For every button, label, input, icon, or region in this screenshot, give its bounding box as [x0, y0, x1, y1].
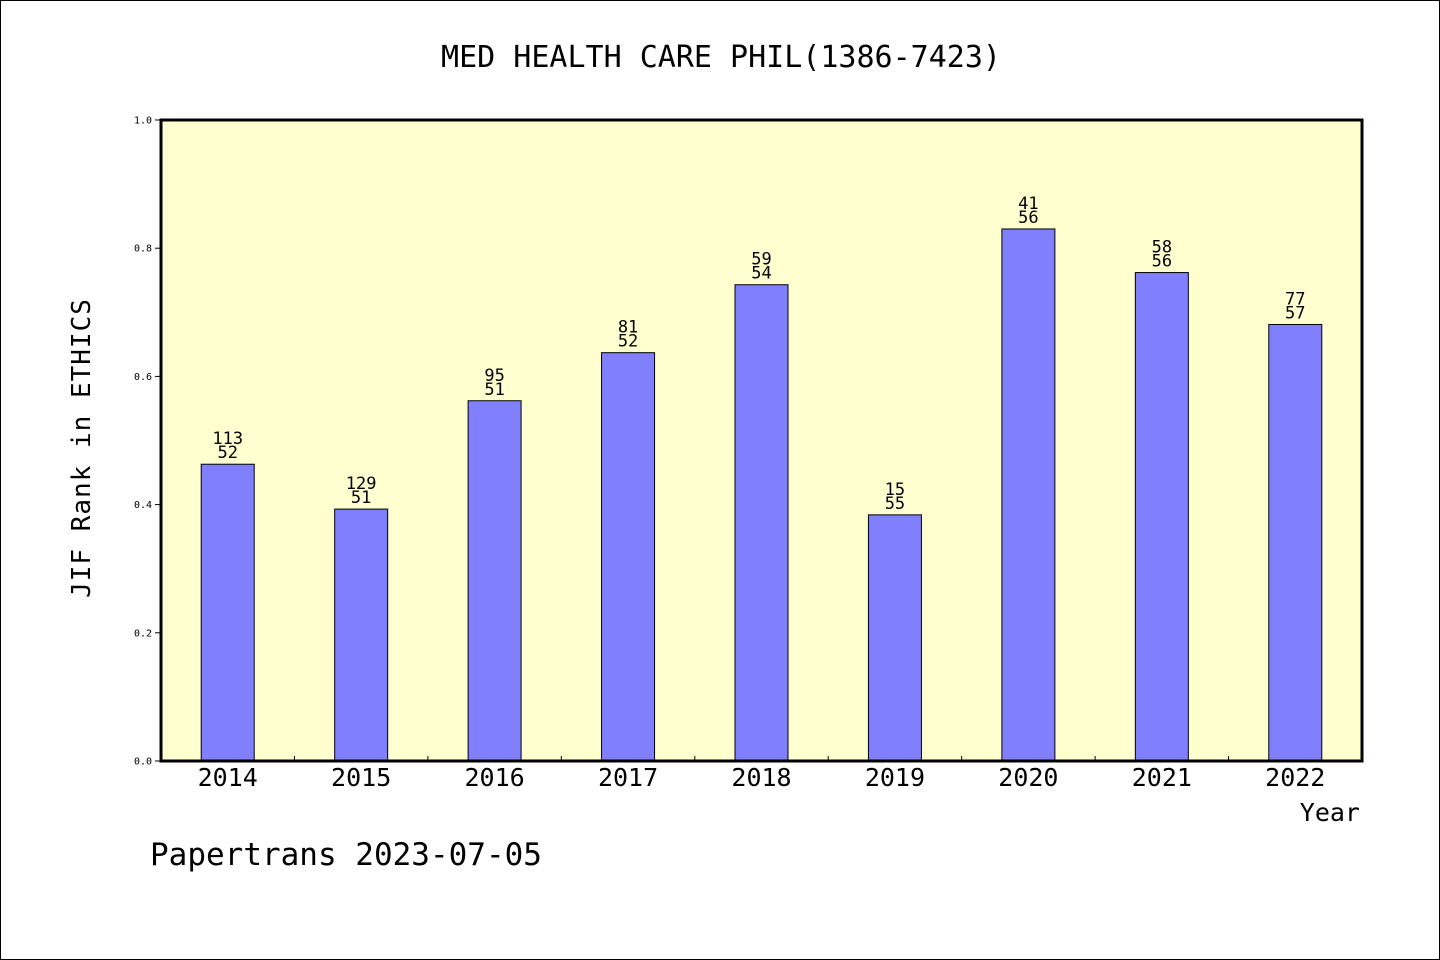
bar-label-rank: 113 — [212, 429, 243, 449]
bar-label-rank: 81 — [618, 318, 638, 338]
y-tick-label: 0.4 — [134, 500, 152, 511]
chart-title: MED HEALTH CARE PHIL(1386-7423) — [441, 40, 1001, 75]
x-tick-label: 2015 — [331, 763, 391, 792]
x-tick-label: 2022 — [1265, 763, 1325, 792]
bar-label-rank: 129 — [346, 474, 377, 494]
bar-label-rank: 95 — [484, 366, 504, 386]
bar-label-total: 57 — [1285, 303, 1305, 323]
y-tick-label: 0.8 — [134, 244, 152, 255]
x-tick-label: 2016 — [465, 763, 525, 792]
bar-label-rank: 58 — [1152, 238, 1172, 258]
bar — [734, 284, 789, 762]
y-tick-label: 0.6 — [134, 372, 152, 383]
bar — [601, 352, 656, 762]
x-tick-label: 2014 — [198, 763, 258, 792]
bar — [1001, 228, 1056, 762]
x-tick-label: 2021 — [1132, 763, 1192, 792]
bar — [1134, 272, 1189, 762]
x-tick-label: 2019 — [865, 763, 925, 792]
bar-label-total: 56 — [1018, 208, 1038, 228]
y-axis-label: JIF Rank in ETHICS — [67, 298, 97, 598]
x-tick-label: 2020 — [998, 763, 1058, 792]
bar-label-total: 51 — [484, 380, 504, 400]
plot-frame — [159, 118, 1364, 763]
bar-label-rank: 77 — [1285, 289, 1305, 309]
x-axis-label: Year — [1300, 798, 1360, 827]
x-tick-label: 2018 — [731, 763, 791, 792]
y-tick-label: 1.0 — [134, 116, 152, 127]
bar-label-rank: 59 — [751, 250, 771, 270]
plot-area: 0.00.20.40.60.81.01135220141295120159551… — [134, 116, 1364, 792]
y-tick-label: 0.0 — [134, 757, 152, 768]
bar — [1268, 323, 1323, 762]
y-tick-label: 0.2 — [134, 628, 152, 639]
bar-label-total: 52 — [618, 332, 638, 352]
bar-label-rank: 15 — [885, 480, 905, 500]
bar — [200, 463, 255, 762]
bar — [467, 400, 522, 762]
bar-label-total: 56 — [1152, 252, 1172, 272]
bar — [334, 508, 389, 762]
bar-label-total: 51 — [351, 488, 371, 508]
bar — [867, 514, 922, 762]
bar-label-rank: 41 — [1018, 194, 1038, 214]
bar-label-total: 52 — [217, 443, 237, 463]
x-tick-label: 2017 — [598, 763, 658, 792]
bar-label-total: 55 — [885, 494, 905, 514]
footer-text: Papertrans 2023-07-05 — [150, 837, 542, 873]
bar-label-total: 54 — [751, 264, 771, 284]
